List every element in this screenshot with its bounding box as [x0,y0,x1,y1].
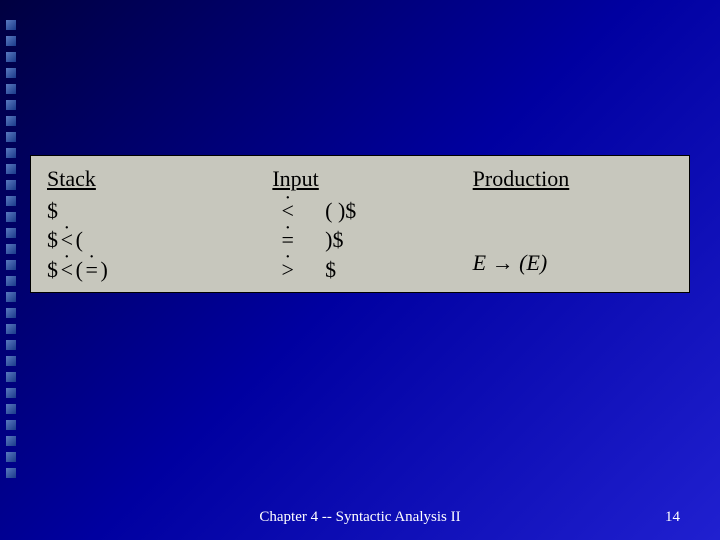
bullet-square [6,340,16,350]
bullet-square [6,452,16,462]
slide-footer: Chapter 4 -- Syntactic Analysis II 14 [0,509,720,526]
column-stack: Stack $ $·<( $·<(·=) [47,164,272,284]
header-production: Production [473,164,570,194]
page-number: 14 [665,509,680,526]
bullet-square [6,68,16,78]
bullet-square [6,100,16,110]
bullet-square [6,436,16,446]
bullet-square [6,20,16,30]
header-input: Input [272,164,472,194]
parse-table-block: Stack $ $·<( $·<(·=) Input ·< ( )$ ·= )$… [30,155,690,293]
bullet-square [6,276,16,286]
bullet-square [6,260,16,270]
stack-row-1: $·<( [47,225,272,255]
bullet-square [6,308,16,318]
stack-row-2: $·<(·=) [47,255,272,285]
input-row-1: ·= )$ [272,225,472,255]
bullet-square [6,244,16,254]
bullet-square [6,420,16,430]
bullet-square [6,148,16,158]
stack-row-0: $ [47,196,272,226]
bullet-square [6,324,16,334]
bullet-square [6,132,16,142]
header-stack: Stack [47,164,272,194]
bullet-square [6,228,16,238]
bullet-square [6,388,16,398]
footer-text: Chapter 4 -- Syntactic Analysis II [259,509,460,526]
bullet-square [6,164,16,174]
column-production: Production E → (E) [473,164,673,284]
bullet-square [6,404,16,414]
bullet-square [6,468,16,478]
bullet-strip [6,20,20,484]
input-row-2: ·> $ [272,255,472,285]
bullet-square [6,292,16,302]
bullet-square [6,180,16,190]
bullet-square [6,372,16,382]
column-input: Input ·< ( )$ ·= )$ ·> $ [272,164,472,284]
production-row: E → (E) [473,248,548,278]
bullet-square [6,52,16,62]
bullet-square [6,212,16,222]
bullet-square [6,356,16,366]
bullet-square [6,36,16,46]
bullet-square [6,196,16,206]
input-row-0: ·< ( )$ [272,196,472,226]
bullet-square [6,116,16,126]
bullet-square [6,84,16,94]
